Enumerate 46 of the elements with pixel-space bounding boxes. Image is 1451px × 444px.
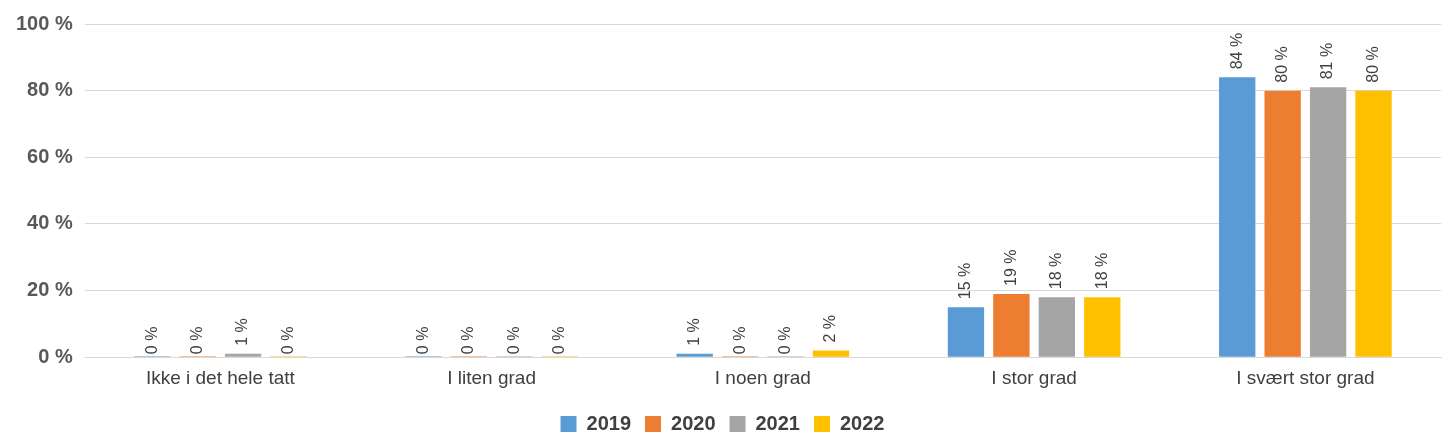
data-label: 0 % <box>459 326 477 355</box>
bar <box>1084 297 1121 357</box>
y-tick-label: 80 % <box>27 78 73 101</box>
y-tick-label: 0 % <box>38 344 73 367</box>
bar <box>1038 297 1076 357</box>
x-tick-label: I liten grad <box>447 366 536 388</box>
data-label: 80 % <box>1363 46 1381 83</box>
x-tick-label: Ikke i det hele tatt <box>145 366 296 388</box>
legend-label: 2019 <box>586 411 632 434</box>
bar <box>812 350 850 357</box>
legend-label: 2020 <box>671 411 716 434</box>
data-label: 1 % <box>685 318 703 346</box>
legend-label: 2022 <box>839 411 885 434</box>
y-tick-label: 20 % <box>27 278 73 301</box>
data-label: 84 % <box>1227 32 1245 70</box>
data-label: 0 % <box>278 326 296 355</box>
x-tick-label: I stor grad <box>991 366 1077 388</box>
data-label: 80 % <box>1273 46 1291 83</box>
data-label: 0 % <box>142 326 160 355</box>
data-label: 18 % <box>1092 252 1110 290</box>
y-tick-label: 60 % <box>27 144 73 167</box>
bar <box>676 353 713 357</box>
bar <box>993 293 1030 357</box>
bar <box>1309 87 1347 357</box>
data-label: 2 % <box>821 314 839 343</box>
data-label: 0 % <box>550 326 568 355</box>
data-label: 81 % <box>1318 42 1336 80</box>
data-label: 0 % <box>413 326 431 355</box>
data-label: 0 % <box>188 326 206 355</box>
bar <box>1355 90 1392 357</box>
data-label: 19 % <box>1001 249 1019 286</box>
data-label: 1 % <box>233 318 251 346</box>
data-label: 15 % <box>956 262 974 300</box>
y-tick-label: 100 % <box>15 11 73 34</box>
data-label: 0 % <box>504 326 522 355</box>
bar <box>224 353 262 357</box>
y-tick-label: 40 % <box>27 211 73 234</box>
legend-label: 2021 <box>755 411 800 434</box>
bar <box>1219 77 1256 357</box>
bar <box>947 307 985 357</box>
data-label: 0 % <box>730 326 748 355</box>
x-tick-label: I svært stor grad <box>1236 366 1375 388</box>
x-tick-label: I noen grad <box>714 366 811 388</box>
bar <box>1264 90 1301 357</box>
data-label: 18 % <box>1047 252 1065 290</box>
data-label: 0 % <box>775 326 793 355</box>
